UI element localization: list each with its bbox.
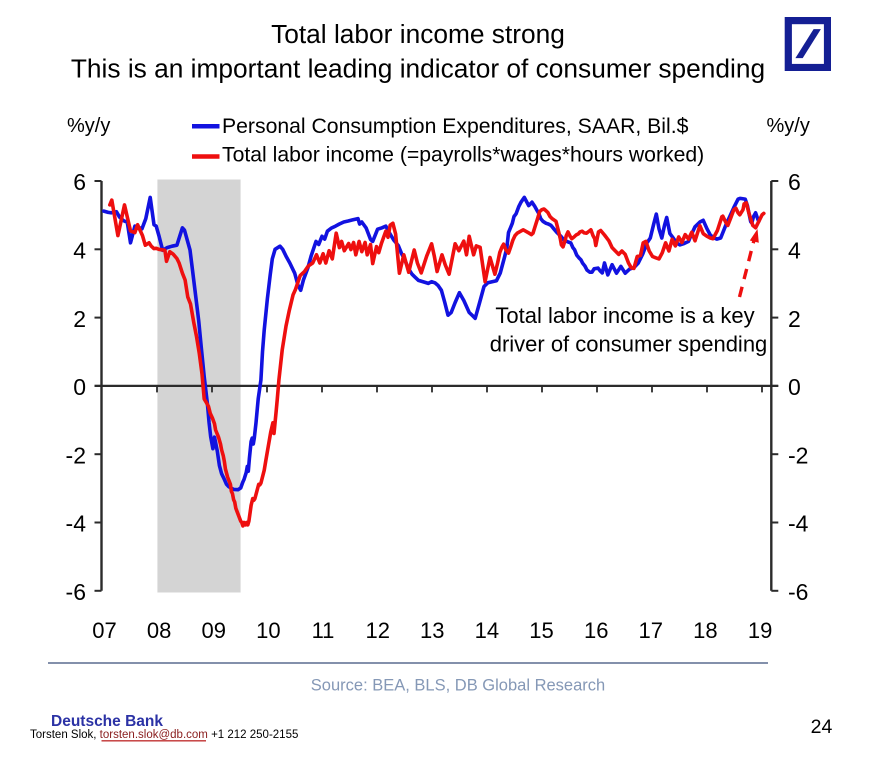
svg-text:11: 11 — [312, 618, 335, 643]
svg-text:Deutsche Bank: Deutsche Bank — [51, 713, 163, 730]
svg-text:driver of consumer spending: driver of consumer spending — [490, 331, 768, 356]
svg-text:Torsten Slok, torsten.slok@db.: Torsten Slok, torsten.slok@db.com +1 212… — [30, 729, 298, 741]
svg-text:19: 19 — [748, 618, 772, 643]
svg-text:Total labor income (=payrolls*: Total labor income (=payrolls*wages*hour… — [222, 144, 704, 167]
svg-text:17: 17 — [639, 618, 663, 643]
svg-text:%y/y: %y/y — [767, 115, 810, 137]
svg-text:4: 4 — [788, 238, 801, 264]
svg-text:10: 10 — [256, 618, 280, 643]
svg-text:-2: -2 — [788, 442, 808, 468]
svg-text:-4: -4 — [788, 511, 809, 537]
svg-text:Source: BEA, BLS, DB Global Re: Source: BEA, BLS, DB Global Research — [311, 677, 605, 695]
svg-text:-2: -2 — [66, 442, 86, 468]
svg-text:-4: -4 — [66, 511, 87, 537]
svg-text:18: 18 — [693, 618, 717, 643]
svg-text:4: 4 — [73, 238, 86, 264]
svg-text:-6: -6 — [788, 579, 808, 605]
svg-text:%y/y: %y/y — [67, 115, 110, 137]
svg-text:Total labor income strong: Total labor income strong — [271, 19, 565, 49]
svg-text:This is an important leading i: This is an important leading indicator o… — [71, 54, 765, 84]
svg-text:08: 08 — [147, 618, 171, 643]
svg-text:6: 6 — [73, 169, 86, 195]
svg-text:15: 15 — [529, 618, 553, 643]
svg-text:24: 24 — [811, 716, 833, 738]
svg-text:2: 2 — [788, 306, 801, 332]
svg-text:09: 09 — [202, 618, 226, 643]
svg-text:13: 13 — [420, 618, 444, 643]
svg-text:-6: -6 — [66, 579, 86, 605]
svg-text:07: 07 — [92, 618, 116, 643]
svg-text:16: 16 — [584, 618, 608, 643]
svg-text:6: 6 — [788, 169, 801, 195]
svg-text:0: 0 — [788, 374, 801, 400]
svg-text:Personal Consumption Expenditu: Personal Consumption Expenditures, SAAR,… — [222, 115, 689, 138]
svg-text:Total labor income is a key: Total labor income is a key — [495, 303, 754, 328]
svg-text:12: 12 — [365, 618, 389, 643]
svg-text:0: 0 — [73, 374, 86, 400]
svg-text:14: 14 — [475, 618, 499, 643]
svg-text:2: 2 — [73, 306, 86, 332]
